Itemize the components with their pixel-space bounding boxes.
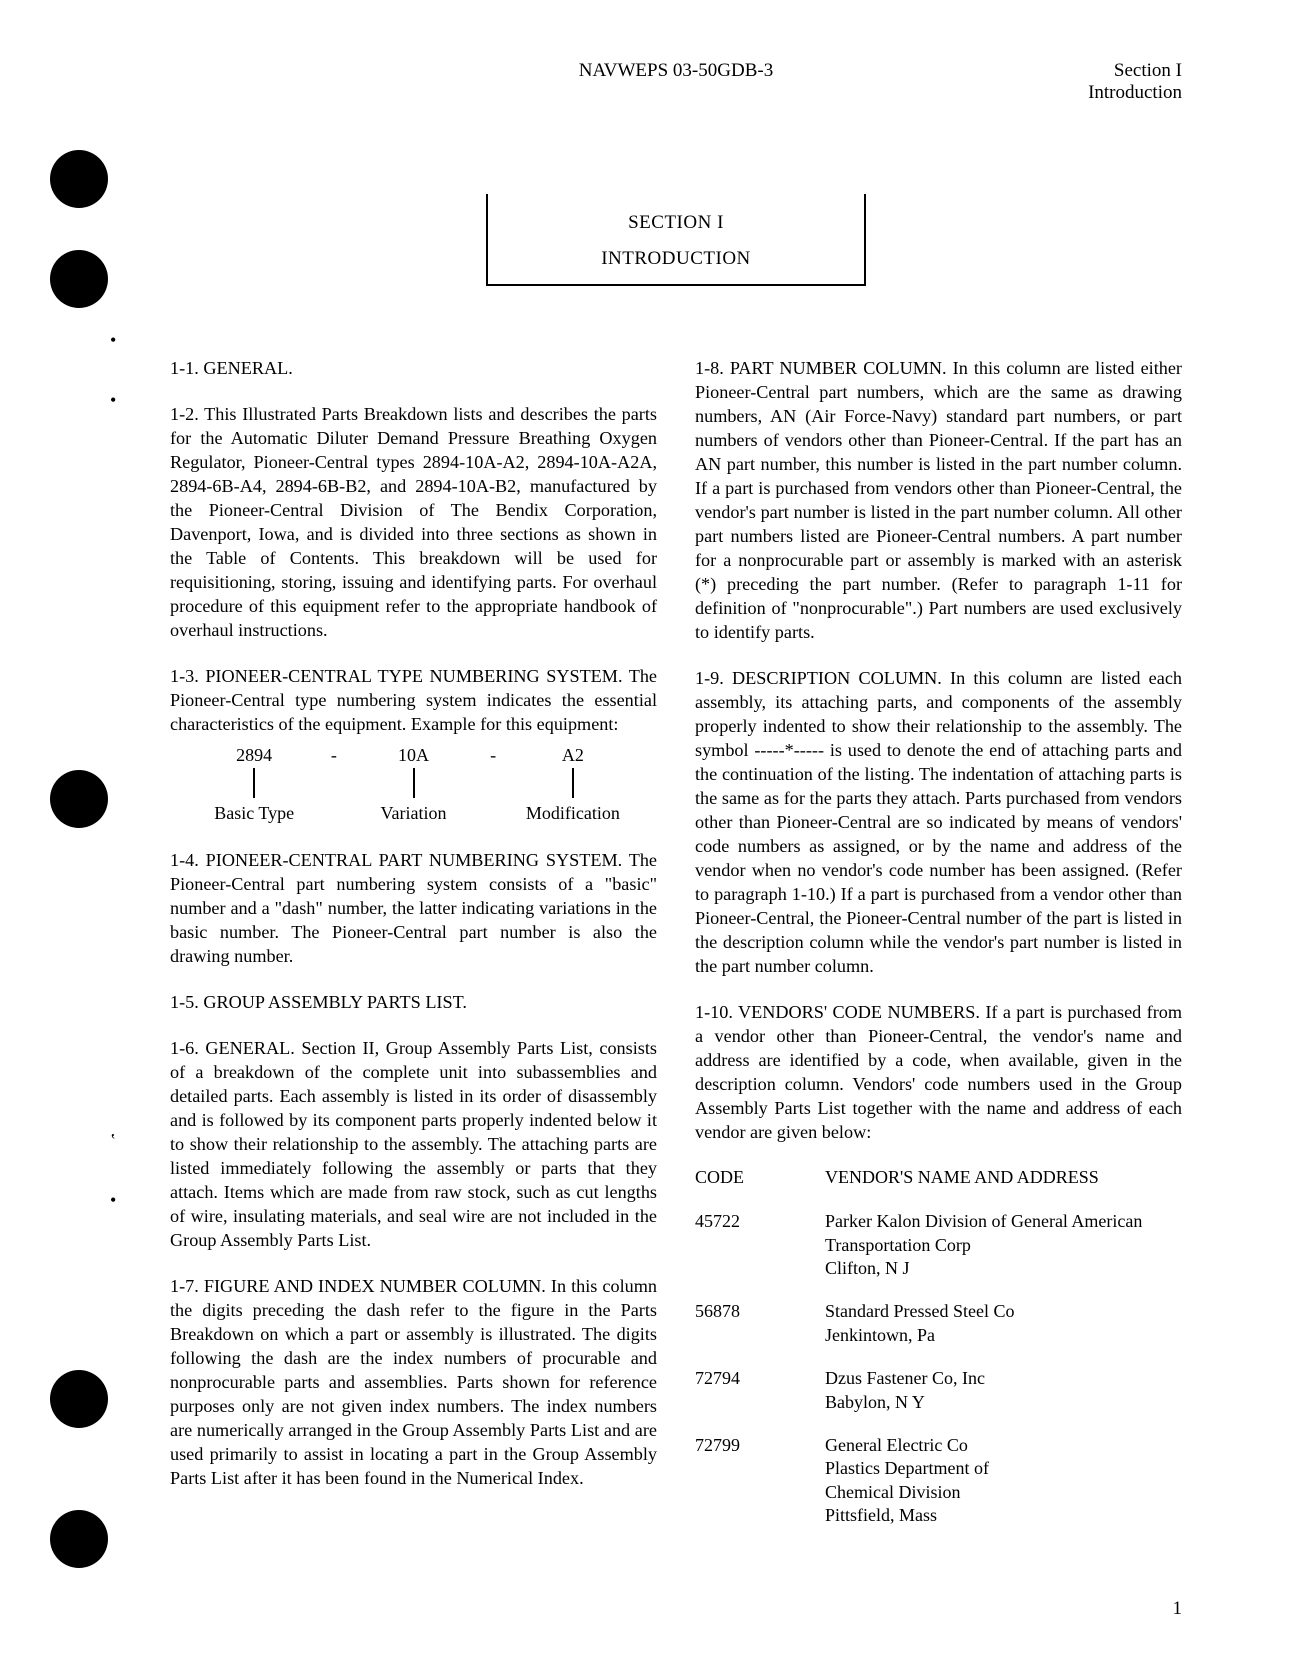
para-1-8: 1-8. PART NUMBER COLUMN. In this column … — [695, 356, 1182, 644]
vendor-head-code: CODE — [695, 1166, 825, 1190]
stray-mark: • — [110, 390, 116, 411]
para-1-7: 1-7. FIGURE AND INDEX NUMBER COLUMN. In … — [170, 1274, 657, 1490]
vendor-table-head: CODE VENDOR'S NAME AND ADDRESS — [695, 1166, 1182, 1190]
doc-number: NAVWEPS 03-50GDB-3 — [370, 60, 982, 104]
vendor-name: General Electric CoPlastics Department o… — [825, 1434, 1182, 1528]
body-columns: 1-1. GENERAL. 1-2. This Illustrated Part… — [170, 356, 1182, 1548]
vendor-row: 72799General Electric CoPlastics Departm… — [695, 1434, 1182, 1528]
vendor-code: 72799 — [695, 1434, 825, 1528]
vendor-table: CODE VENDOR'S NAME AND ADDRESS 45722Park… — [695, 1166, 1182, 1527]
punch-hole-icon — [50, 1510, 108, 1568]
para-1-5: 1-5. GROUP ASSEMBLY PARTS LIST. — [170, 990, 657, 1014]
section-subtitle: Introduction — [982, 82, 1182, 104]
page-number: 1 — [1173, 1598, 1183, 1620]
type-basic-label: Basic Type — [189, 802, 318, 826]
right-column: 1-8. PART NUMBER COLUMN. In this column … — [695, 356, 1182, 1548]
section-title: SECTION I — [488, 212, 864, 234]
vendor-code: 56878 — [695, 1300, 825, 1347]
vendor-row: 45722Parker Kalon Division of General Am… — [695, 1210, 1182, 1280]
vendor-name: Parker Kalon Division of General America… — [825, 1210, 1182, 1280]
vline-icon — [572, 768, 574, 798]
punch-hole-icon — [50, 150, 108, 208]
type-number-diagram: 2894 - 10A - A2 Basic Type Variation — [189, 744, 637, 826]
section-label: Section I — [982, 60, 1182, 82]
para-1-4: 1-4. PIONEER-CENTRAL PART NUMBERING SYST… — [170, 848, 657, 968]
page-header: NAVWEPS 03-50GDB-3 Section I Introductio… — [170, 60, 1182, 104]
punch-hole-icon — [50, 250, 108, 308]
vendor-row: 72794Dzus Fastener Co, IncBabylon, N Y — [695, 1367, 1182, 1414]
punch-hole-icon — [50, 770, 108, 828]
section-subtitle-box: INTRODUCTION — [488, 248, 864, 270]
type-dash-1: - — [319, 744, 349, 768]
punch-hole-icon — [50, 1370, 108, 1428]
vline-icon — [413, 768, 415, 798]
type-modification-value: A2 — [508, 744, 637, 768]
section-title-box: SECTION I INTRODUCTION — [486, 194, 866, 286]
type-basic-value: 2894 — [189, 744, 318, 768]
type-modification-label: Modification — [508, 802, 637, 826]
para-1-6: 1-6. GENERAL. Section II, Group Assembly… — [170, 1036, 657, 1252]
vline-icon — [253, 768, 255, 798]
para-1-9: 1-9. DESCRIPTION COLUMN. In this column … — [695, 666, 1182, 978]
page: NAVWEPS 03-50GDB-3 Section I Introductio… — [0, 0, 1292, 1660]
stray-mark: • — [110, 1190, 116, 1211]
type-variation-value: 10A — [349, 744, 478, 768]
vendor-name: Standard Pressed Steel CoJenkintown, Pa — [825, 1300, 1182, 1347]
left-column: 1-1. GENERAL. 1-2. This Illustrated Part… — [170, 356, 657, 1548]
type-dash-2: - — [478, 744, 508, 768]
para-1-2: 1-2. This Illustrated Parts Breakdown li… — [170, 402, 657, 642]
para-1-3: 1-3. PIONEER-CENTRAL TYPE NUMBERING SYST… — [170, 664, 657, 736]
vendor-code: 45722 — [695, 1210, 825, 1280]
vendor-name: Dzus Fastener Co, IncBabylon, N Y — [825, 1367, 1182, 1414]
stray-mark: ‛ — [110, 1130, 116, 1151]
vendor-head-name: VENDOR'S NAME AND ADDRESS — [825, 1166, 1099, 1190]
vendor-code: 72794 — [695, 1367, 825, 1414]
para-1-1: 1-1. GENERAL. — [170, 356, 657, 380]
vendor-row: 56878Standard Pressed Steel CoJenkintown… — [695, 1300, 1182, 1347]
para-1-10: 1-10. VENDORS' CODE NUMBERS. If a part i… — [695, 1000, 1182, 1144]
type-variation-label: Variation — [349, 802, 478, 826]
stray-mark: • — [110, 330, 116, 351]
